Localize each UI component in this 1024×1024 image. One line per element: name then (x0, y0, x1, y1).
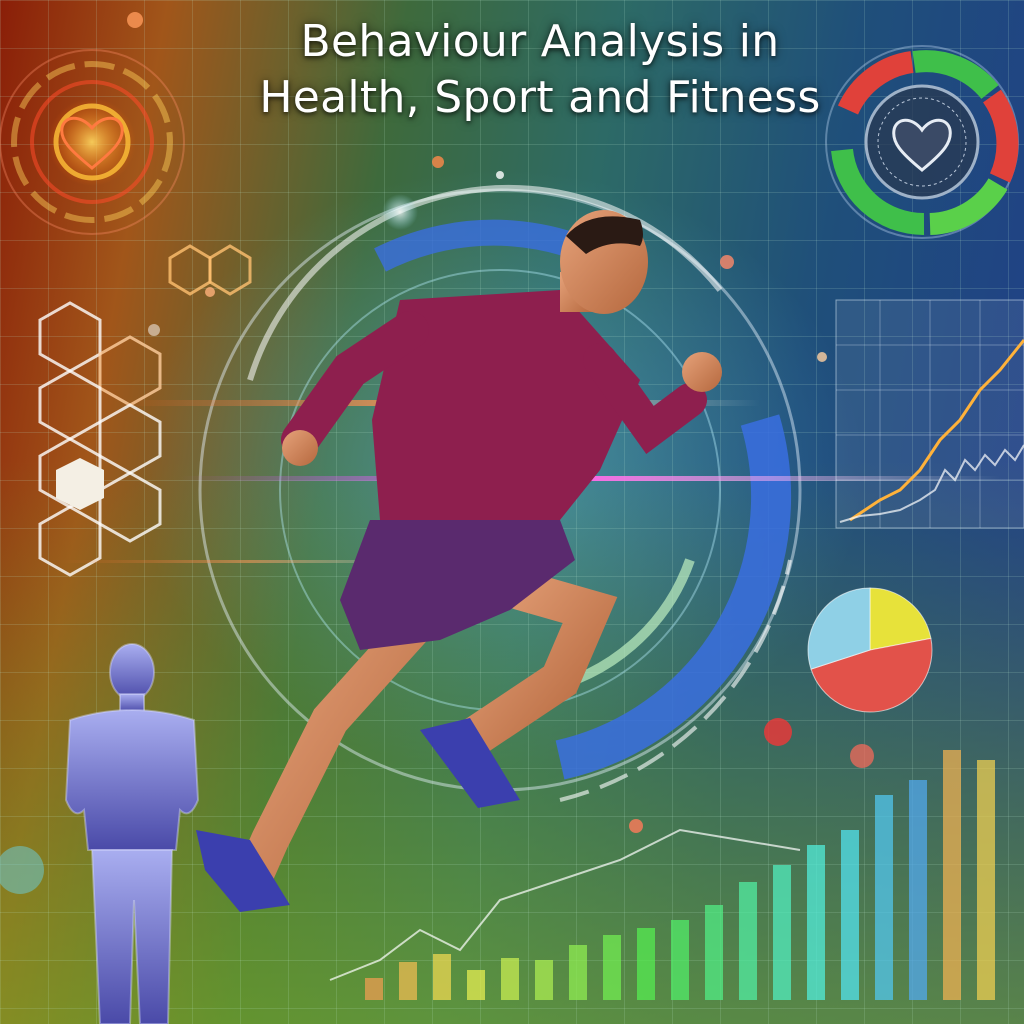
hexagon-network (38, 244, 252, 577)
bar-3 (467, 970, 485, 1000)
heart-ring-gauge (825, 45, 1019, 239)
pie-slice-0 (869, 587, 932, 651)
bar-6 (569, 945, 587, 1000)
bar-13 (807, 845, 825, 1000)
standing-figure (64, 643, 200, 1024)
pie-slice-1 (810, 637, 933, 713)
bar-5 (535, 960, 553, 1000)
pie-chart (807, 587, 933, 713)
line-chart (835, 299, 1024, 529)
bar-18 (977, 760, 995, 1000)
bar-11 (739, 882, 757, 1000)
title-line-2: Health, Sport and Fitness (259, 72, 821, 123)
title-line-1: Behaviour Analysis in (300, 16, 780, 67)
bar-1 (399, 962, 417, 1000)
particles (0, 12, 874, 894)
heart-icon (892, 118, 952, 172)
bar-9 (671, 920, 689, 1000)
heart-icon (60, 116, 124, 170)
bar-7 (603, 935, 621, 1000)
bar-17 (943, 750, 961, 1000)
bar-2 (433, 954, 451, 1000)
trend-line (329, 828, 801, 981)
bar-chart (365, 750, 995, 1000)
pie-slice-2 (807, 587, 871, 670)
bar-4 (501, 958, 519, 1000)
bar-0 (365, 978, 383, 1000)
running-athlete (196, 210, 722, 912)
poster-title: Behaviour Analysis in Health, Sport and … (140, 14, 940, 126)
bar-15 (875, 795, 893, 1000)
shield-icon (56, 458, 104, 510)
bar-10 (705, 905, 723, 1000)
bar-12 (773, 865, 791, 1000)
bar-8 (637, 928, 655, 1000)
bar-16 (909, 780, 927, 1000)
shoe-icon (196, 830, 290, 912)
heart-rate-hologram (0, 49, 185, 235)
bar-14 (841, 830, 859, 1000)
shoe-icon (420, 718, 520, 808)
